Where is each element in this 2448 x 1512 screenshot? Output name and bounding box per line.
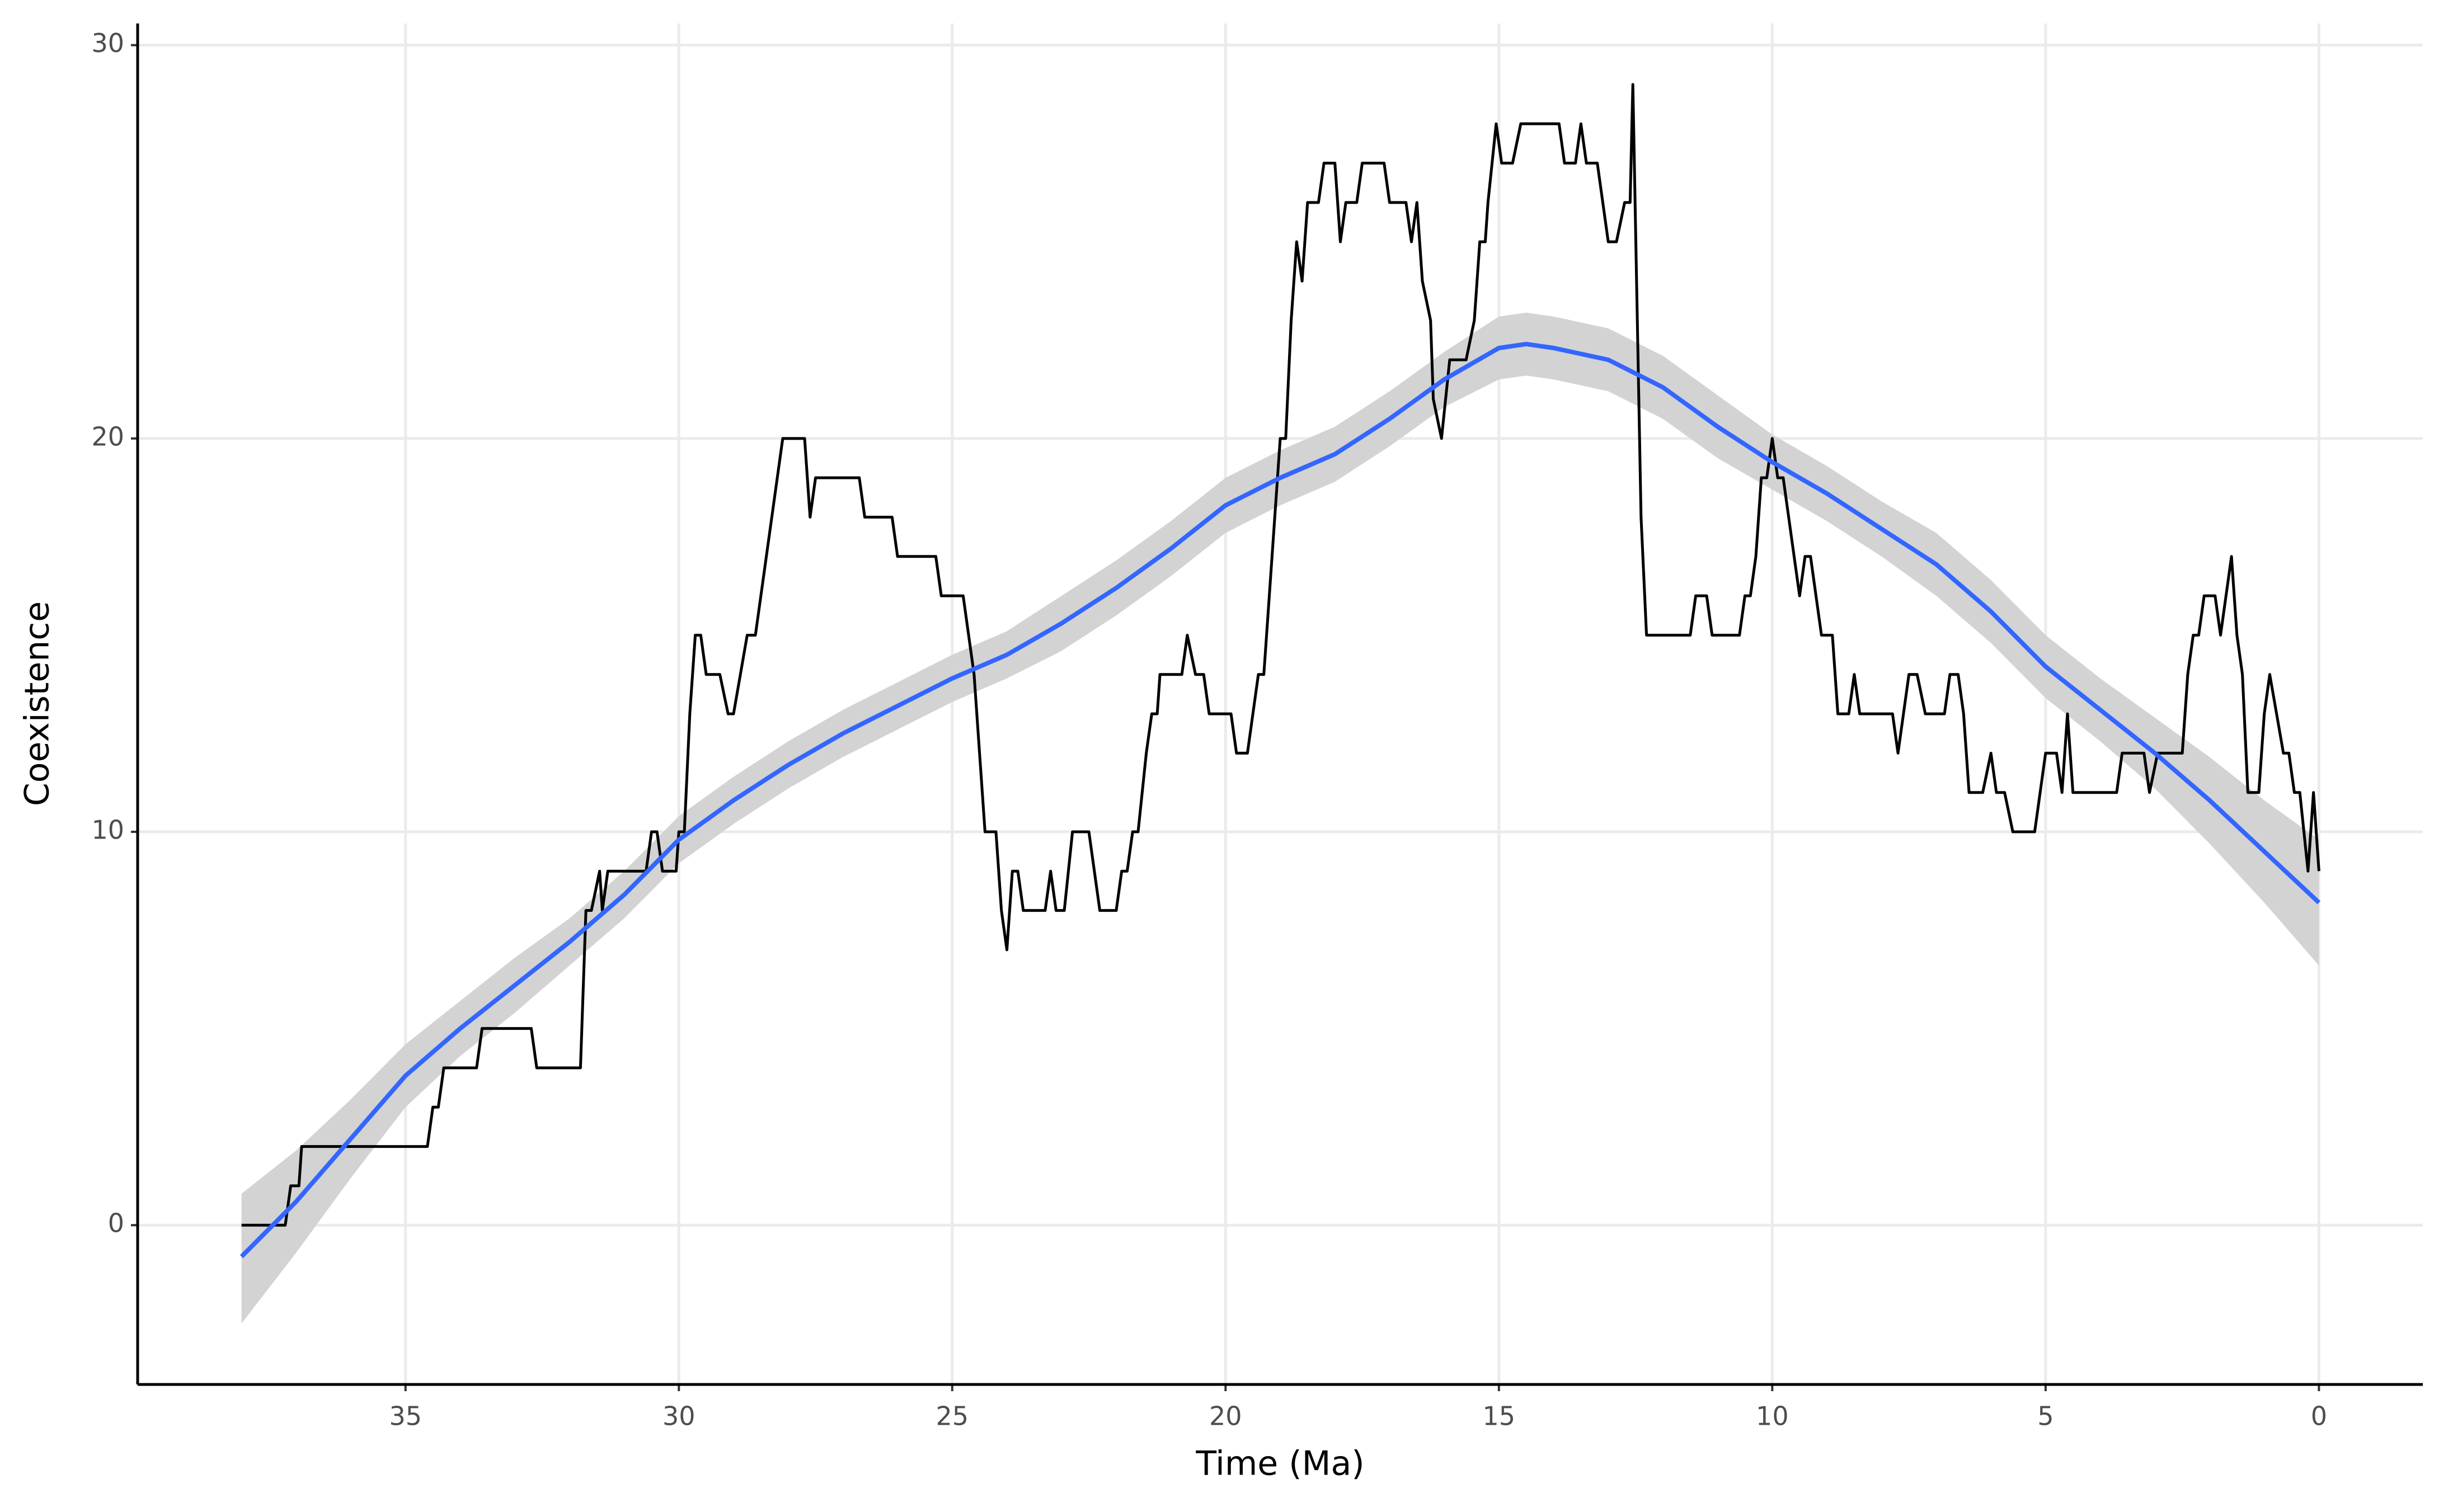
x-tick-label: 30 — [662, 1401, 696, 1431]
y-tick-label: 10 — [91, 815, 124, 845]
smooth-line — [239, 342, 2321, 1259]
confidence-band — [241, 312, 2319, 1324]
x-axis-title: Time (Ma) — [1195, 1444, 1364, 1483]
x-tick-label: 5 — [2037, 1401, 2054, 1431]
y-axis-title: Coexistence — [18, 601, 57, 806]
y-tick-label: 20 — [91, 421, 124, 451]
x-tick-label: 0 — [2311, 1401, 2327, 1431]
x-tick-label: 25 — [936, 1401, 969, 1431]
x-tick-label: 10 — [1756, 1401, 1789, 1431]
y-tick-label: 30 — [91, 28, 124, 58]
y-tick-label: 0 — [108, 1208, 124, 1238]
x-tick-label: 20 — [1209, 1401, 1242, 1431]
x-tick-label: 15 — [1483, 1401, 1516, 1431]
x-tick-label: 35 — [389, 1401, 422, 1431]
data-line — [241, 83, 2320, 1227]
